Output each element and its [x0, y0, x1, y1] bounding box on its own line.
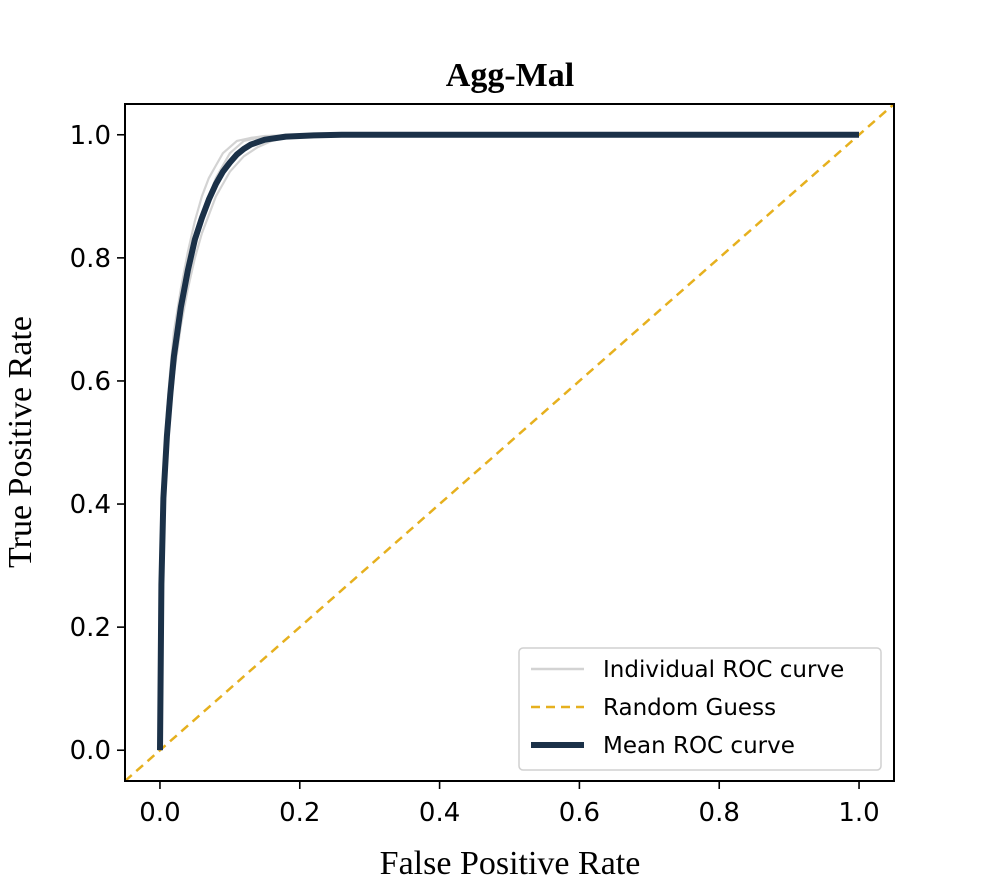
y-tick-label: 0.6: [70, 367, 111, 397]
y-tick-label: 0.2: [70, 613, 111, 643]
legend-label-random: Random Guess: [603, 695, 776, 721]
x-tick-label: 0.0: [139, 798, 180, 828]
y-tick-label: 1.0: [70, 121, 111, 151]
y-axis-title: True Positive Rate: [2, 316, 39, 568]
mean-roc-curve-line: [157, 131, 859, 751]
series-layer: [125, 104, 894, 781]
legend-label-mean: Mean ROC curve: [603, 733, 795, 759]
y-tick-label: 0.4: [70, 490, 111, 520]
plot-frame: [124, 103, 895, 782]
x-tick-label: 0.8: [699, 798, 740, 828]
y-axis: 0.0 0.2 0.4 0.6 0.8 1.0: [70, 121, 125, 766]
random-guess-line: [125, 104, 894, 781]
x-tick-label: 0.4: [419, 798, 460, 828]
chart-title: Agg-Mal: [446, 57, 574, 94]
legend-label-individual: Individual ROC curve: [603, 657, 844, 683]
x-tick-label: 0.6: [559, 798, 600, 828]
x-tick-label: 0.2: [279, 798, 320, 828]
legend-box: [518, 647, 882, 771]
y-tick-label: 0.0: [70, 736, 111, 766]
x-axis: 0.0 0.2 0.4 0.6 0.8 1.0: [139, 781, 880, 828]
x-axis-title: False Positive Rate: [380, 845, 641, 880]
legend: Individual ROC curve Random Guess Mean R…: [518, 647, 882, 771]
y-tick-label: 0.8: [70, 244, 111, 274]
x-tick-label: 1.0: [838, 798, 879, 828]
